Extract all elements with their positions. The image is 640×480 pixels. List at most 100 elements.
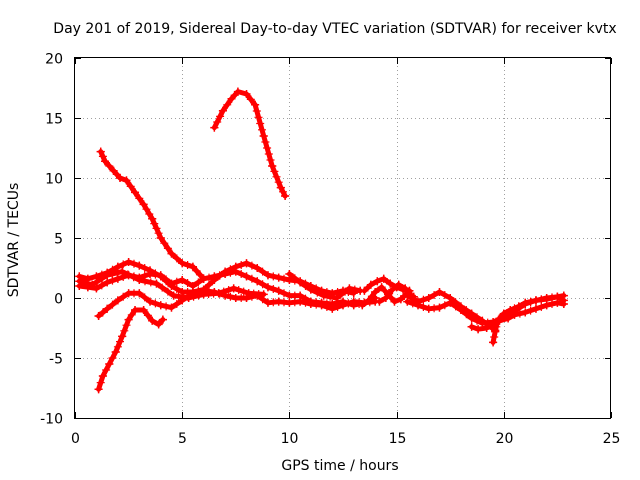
data-point: [263, 283, 272, 292]
data-point: [285, 270, 294, 278]
series-arc-1: [210, 87, 290, 200]
data-point: [221, 270, 230, 278]
data-point: [92, 272, 101, 281]
data-point: [379, 274, 388, 283]
series-arc-7: [75, 267, 268, 302]
data-point: [242, 294, 251, 302]
data-point: [414, 297, 423, 306]
x-tick-labels: 0 5 10 15 20 25: [71, 431, 620, 447]
data-point: [358, 301, 367, 310]
data-point: [339, 297, 347, 306]
x-tick-label: 0: [71, 431, 80, 447]
data-point: [401, 284, 410, 293]
y-tick-label: 0: [54, 292, 63, 308]
x-tick-label: 25: [603, 431, 621, 447]
data-point: [263, 298, 272, 307]
data-point: [124, 315, 133, 324]
data-point: [381, 294, 390, 302]
data-point: [253, 264, 262, 272]
data-point: [103, 304, 112, 313]
data-point: [345, 284, 354, 293]
data-point: [118, 267, 127, 276]
data-point: [377, 283, 386, 292]
data-point: [113, 296, 122, 305]
x-tick-label: 15: [389, 431, 407, 447]
data-point: [156, 234, 165, 242]
series-line: [211, 89, 288, 199]
plot-frame: [74, 57, 611, 419]
series-arc-8: [285, 270, 365, 302]
data-point: [366, 280, 375, 289]
x-axis-label: GPS time / hours: [281, 458, 398, 474]
data-point: [167, 303, 176, 312]
data-point: [263, 271, 272, 280]
data-point: [94, 312, 103, 320]
data-point: [210, 123, 219, 132]
data-point: [274, 286, 283, 295]
data-point: [349, 301, 358, 310]
data-point: [227, 94, 236, 103]
data-point: [482, 324, 491, 332]
data-point: [135, 289, 144, 298]
data-point: [467, 322, 476, 331]
data-point: [231, 294, 240, 302]
data-point: [122, 176, 131, 185]
data-point: [281, 192, 290, 200]
data-point: [360, 286, 369, 295]
data-point: [259, 290, 268, 299]
data-point: [75, 277, 84, 286]
data-point: [242, 90, 251, 98]
data-point: [116, 174, 125, 182]
data-point: [139, 306, 148, 314]
y-tick-label: -10: [40, 412, 63, 428]
data-point: [396, 295, 405, 304]
data-point: [364, 296, 373, 305]
data-point: [495, 314, 504, 323]
data-point: [306, 297, 315, 306]
data-point: [233, 87, 242, 96]
data-point: [531, 304, 540, 313]
data-point: [218, 106, 227, 115]
series-arc-2: [96, 147, 208, 283]
data-point: [210, 272, 219, 281]
data-point: [139, 200, 148, 209]
data-point: [504, 314, 513, 323]
grid-lines: [75, 58, 611, 418]
data-point: [199, 274, 208, 283]
data-point: [135, 276, 144, 284]
data-point: [188, 282, 197, 290]
data-point: [268, 162, 277, 170]
data-point: [474, 325, 483, 334]
data-point: [259, 132, 268, 140]
data-point: [403, 291, 412, 300]
data-point: [521, 298, 530, 307]
data-point: [169, 291, 178, 300]
data-point: [178, 259, 187, 268]
data-point: [156, 271, 165, 280]
data-point: [542, 294, 551, 302]
data-point: [506, 306, 515, 314]
data-point: [178, 276, 187, 284]
data-point: [148, 214, 157, 223]
data-point: [285, 291, 294, 300]
data-point: [148, 316, 157, 325]
chart-title: Day 201 of 2019, Sidereal Day-to-day VTE…: [53, 21, 616, 37]
series-line: [96, 307, 166, 392]
data-point: [332, 294, 341, 302]
data-point: [124, 258, 133, 266]
y-tick-label: -5: [49, 352, 63, 368]
data-point: [559, 300, 568, 308]
data-point: [274, 273, 283, 282]
data-point: [553, 292, 562, 301]
data-point: [184, 294, 193, 302]
data-point: [251, 100, 260, 109]
data-point: [388, 285, 397, 294]
data-point: [253, 277, 262, 286]
data-point: [317, 298, 326, 307]
data-point: [113, 274, 122, 283]
data-point: [296, 291, 305, 300]
y-tick-label: 15: [45, 112, 63, 128]
data-point: [103, 278, 112, 287]
data-point: [92, 284, 101, 293]
